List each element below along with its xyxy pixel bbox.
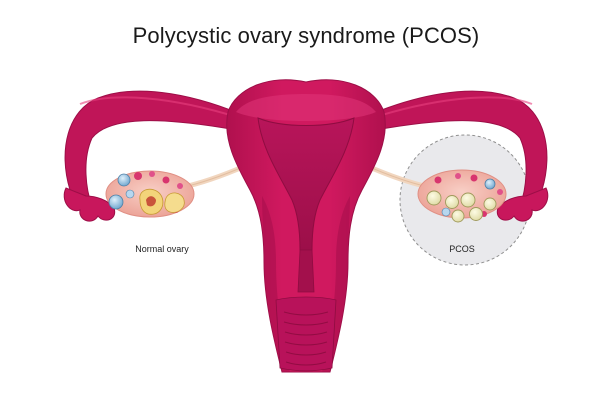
left-fallopian-tube [63,90,251,222]
pcos-label: PCOS [449,244,475,254]
uterus [226,79,386,373]
normal-ovary-label: Normal ovary [135,244,189,254]
pcos-ovary [417,169,507,223]
right-fallopian-tube [361,90,549,222]
page-title: Polycystic ovary syndrome (PCOS) [132,23,480,48]
normal-ovary [105,170,195,218]
